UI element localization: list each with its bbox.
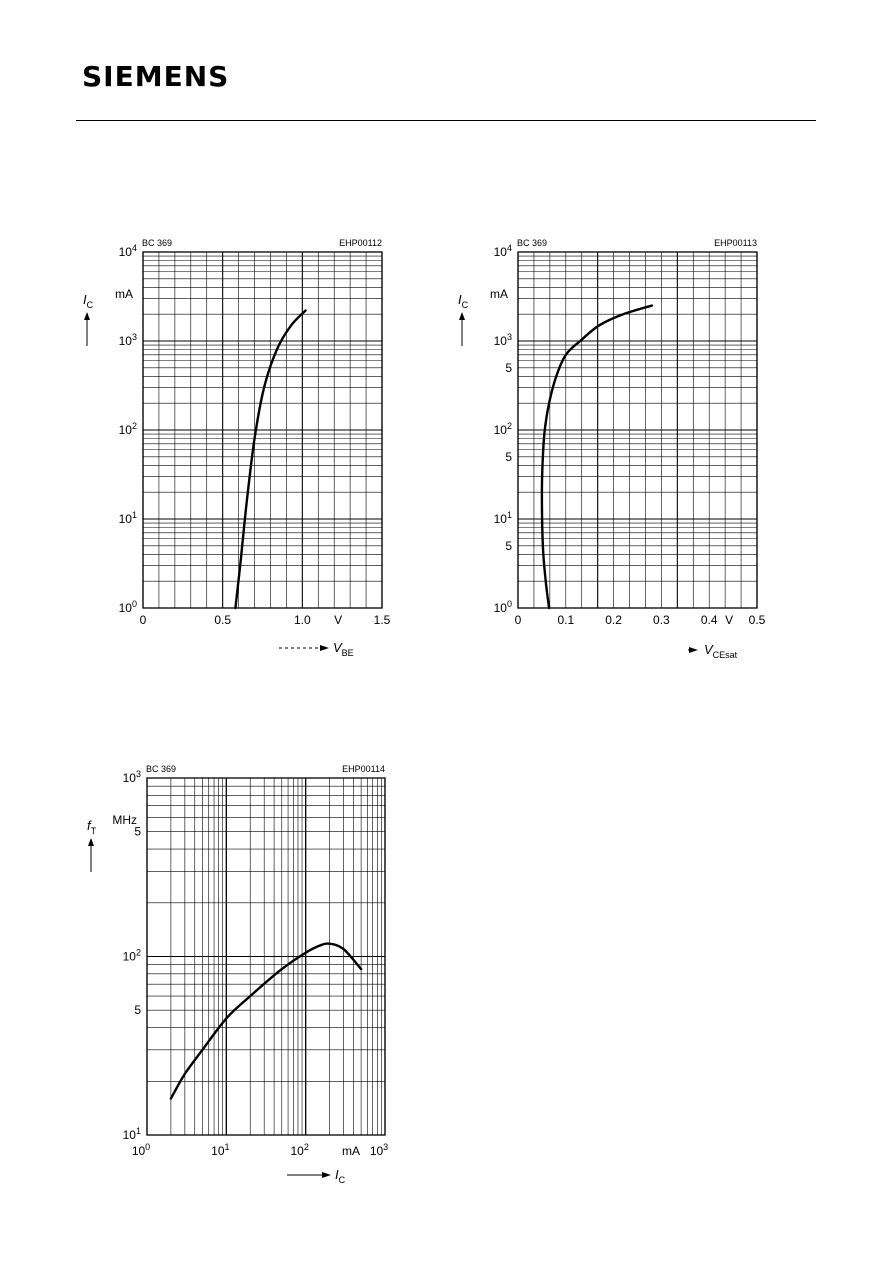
part-label: BC 369	[146, 764, 176, 774]
x-axis-label: IC	[335, 1167, 346, 1185]
y-axis-arrowhead	[84, 312, 90, 320]
y-tick-label: 102	[119, 421, 137, 437]
x-axis-arrowhead	[689, 647, 698, 653]
x-unit-label: V	[334, 613, 342, 627]
y-tick-label: 103	[494, 332, 512, 348]
x-tick-label: 100	[132, 1142, 150, 1158]
x-axis-arrowhead	[322, 1172, 331, 1178]
plot-frame	[517, 251, 758, 609]
y-unit-label: mA	[115, 287, 133, 301]
y-tick-label: 100	[119, 599, 137, 615]
plot-frame	[142, 251, 383, 609]
figure-code-label: EHP00113	[714, 238, 757, 248]
x-tick-label: 0.1	[557, 613, 574, 627]
y-tick-label: 101	[119, 510, 137, 526]
x-tick-label: 0.2	[605, 613, 622, 627]
chart-2: BC 369 EHP00113 100 5 101 5 102 5 103 104 mA IC 0 0.1…	[458, 238, 766, 660]
x-axis-label: VCEsat	[704, 642, 738, 660]
figure-code-label: EHP00114	[342, 764, 385, 774]
y-axis-label: IC	[458, 292, 469, 310]
x-tick-label: 0.4	[701, 613, 718, 627]
x-tick-label: 0	[515, 613, 522, 627]
y-tick-label: 100	[494, 599, 512, 615]
plot-frame	[146, 777, 386, 1136]
x-tick-label: 101	[211, 1142, 229, 1158]
y-tick-label: 5	[134, 825, 141, 839]
x-tick-label: 0.5	[749, 613, 766, 627]
y-tick-label: 5	[505, 450, 512, 464]
y-tick-label: 102	[494, 421, 512, 437]
y-tick-label: 101	[123, 1126, 141, 1142]
data-curve	[169, 942, 363, 1100]
chart-1: BC 369 EHP00112 100 101 102 103 104 mA IC 0 0.5 1.0…	[83, 238, 391, 658]
y-tick-label: 103	[123, 769, 141, 785]
x-unit-label: V	[725, 613, 733, 627]
x-tick-label: 1.5	[374, 613, 391, 627]
data-curve	[540, 304, 654, 610]
y-unit-label: mA	[490, 287, 508, 301]
y-tick-label: 5	[134, 1003, 141, 1017]
y-tick-label: 5	[505, 539, 512, 553]
x-tick-label: 103	[370, 1142, 388, 1158]
x-tick-label: 0.5	[214, 613, 231, 627]
y-tick-label: 104	[494, 243, 512, 259]
figure-code-label: EHP00112	[339, 238, 382, 248]
brand-logo: SIEMENS	[82, 60, 230, 93]
part-label: BC 369	[142, 238, 172, 248]
x-tick-label: 0	[140, 613, 147, 627]
y-tick-label: 102	[123, 948, 141, 964]
y-tick-label: 103	[119, 332, 137, 348]
x-tick-label: 1.0	[294, 613, 311, 627]
y-tick-label: 101	[494, 510, 512, 526]
x-axis-label: VBE	[333, 640, 354, 658]
x-unit-label: mA	[342, 1144, 360, 1158]
y-axis-label: IC	[83, 292, 94, 310]
header-rule	[76, 120, 816, 121]
y-axis-arrowhead	[88, 838, 94, 846]
y-unit-label: MHz	[112, 813, 137, 827]
y-axis-label: fT	[87, 818, 97, 836]
y-tick-label: 104	[119, 243, 137, 259]
part-label: BC 369	[517, 238, 547, 248]
data-curve	[234, 309, 307, 610]
y-tick-label: 5	[505, 361, 512, 375]
x-tick-label: 102	[290, 1142, 308, 1158]
y-axis-arrowhead	[459, 312, 465, 320]
x-axis-arrowhead	[320, 645, 329, 651]
x-tick-label: 0.3	[653, 613, 670, 627]
